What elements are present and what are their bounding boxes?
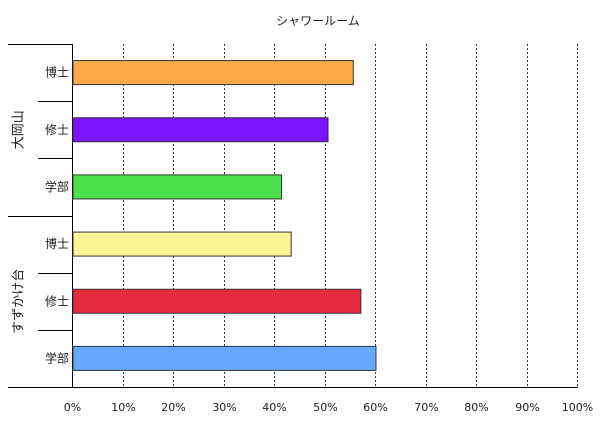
chart-title: シャワールーム: [276, 14, 360, 28]
grid-lines: [72, 44, 578, 388]
group-label: すずかけ台: [12, 269, 27, 334]
x-tick-label: 80%: [464, 401, 488, 414]
bar: [72, 345, 377, 371]
x-tick-label: 60%: [363, 401, 387, 414]
x-tick-label: 30%: [212, 401, 236, 414]
x-tick-label: 50%: [313, 401, 337, 414]
bar: [72, 117, 329, 143]
category-label: 博士: [45, 65, 69, 80]
x-tick-labels: 0% 10% 20% 30% 40% 50% 60% 70% 80% 90% 100%: [64, 401, 593, 414]
bars: [72, 60, 377, 371]
bar: [72, 231, 292, 257]
group-label: 大岡山: [12, 110, 27, 149]
x-tick-label: 100%: [562, 401, 593, 414]
x-tick-label: 20%: [161, 401, 185, 414]
category-label: 修士: [45, 122, 69, 137]
x-tick-label: 70%: [414, 401, 438, 414]
bar: [72, 288, 362, 314]
bar: [72, 60, 354, 86]
x-tick-label: 0%: [64, 401, 81, 414]
category-label: 博士: [45, 236, 69, 251]
bar: [72, 174, 283, 200]
x-tick-label: 90%: [515, 401, 539, 414]
category-label: 修士: [45, 293, 69, 308]
x-tick-label: 10%: [111, 401, 135, 414]
category-label: 学部: [45, 350, 69, 365]
x-tick-label: 40%: [262, 401, 286, 414]
category-label: 学部: [45, 179, 69, 194]
